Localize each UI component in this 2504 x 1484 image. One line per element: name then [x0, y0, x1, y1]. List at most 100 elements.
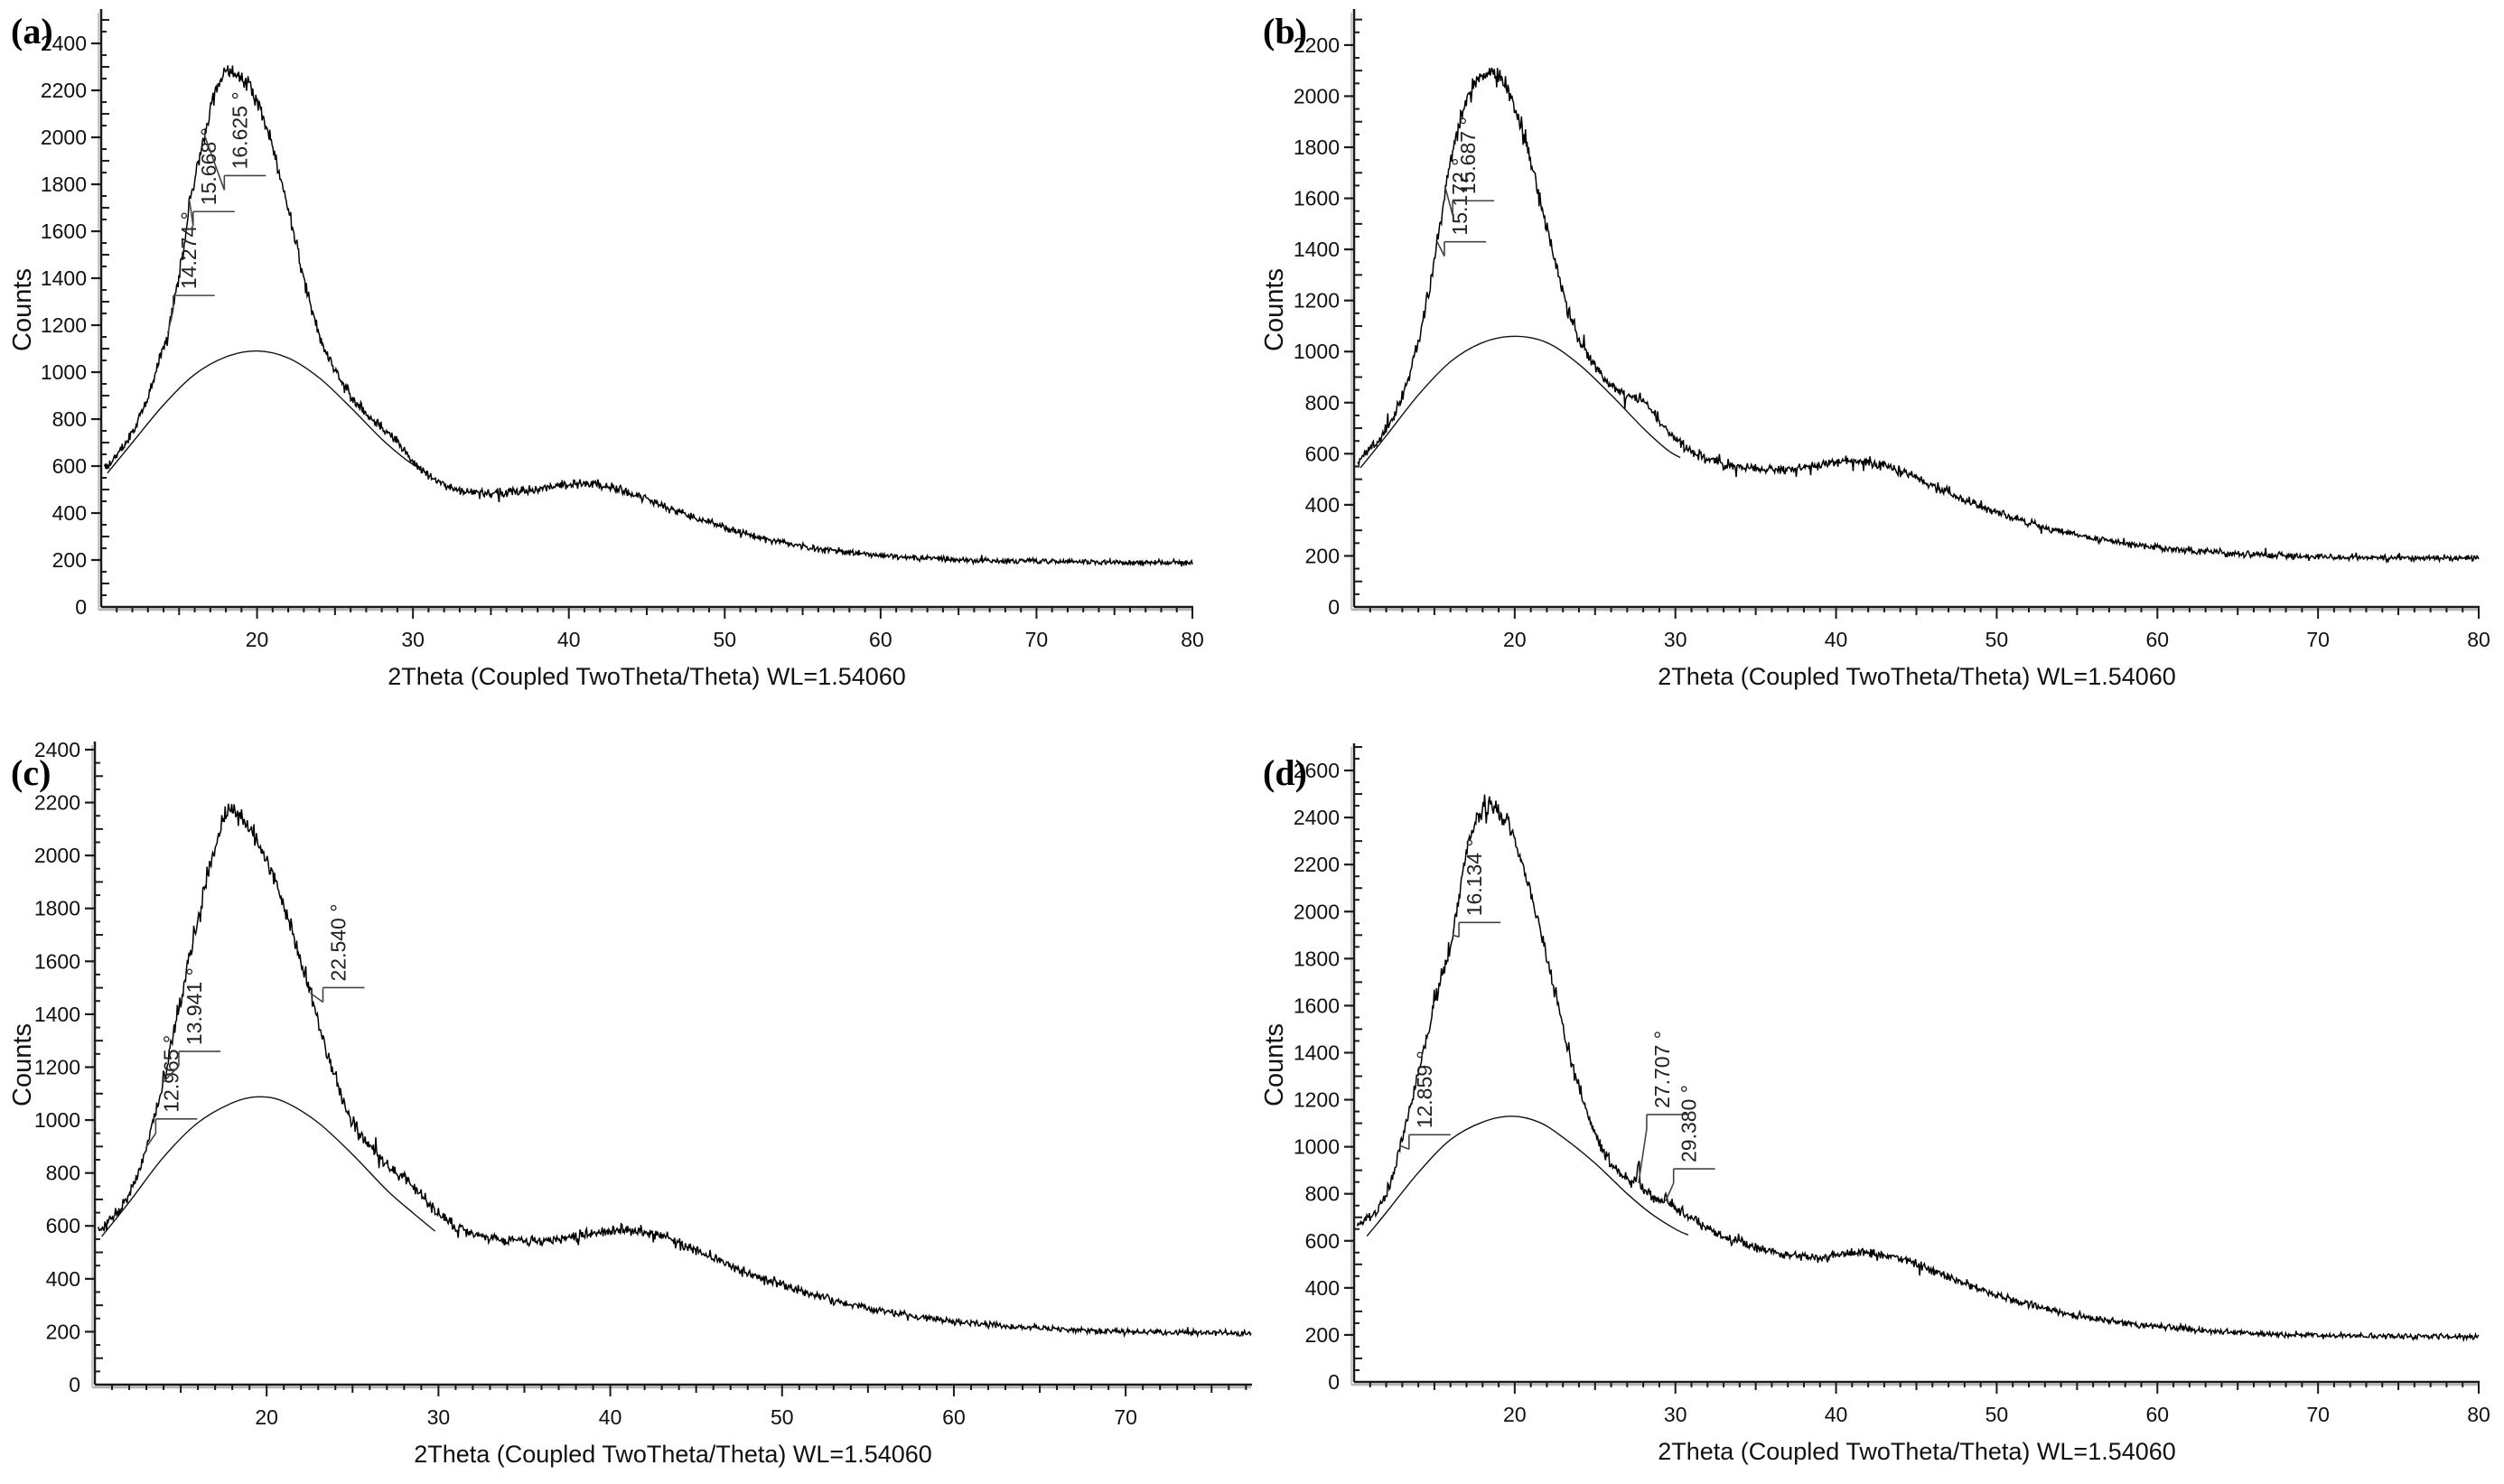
amorphous-background-curve: [1366, 1115, 1689, 1237]
x-tick-label: 50: [1985, 628, 2009, 651]
panel-letter: (a): [11, 11, 53, 51]
panel-c: 12.965 ° 13.941 ° 22.540 ° 20 30 40 50 60 70 0 200…: [0, 742, 1252, 1484]
y-tick-label: 1800: [41, 173, 87, 196]
x-tick-label: 40: [599, 1405, 622, 1429]
x-tick-label: 30: [427, 1405, 451, 1429]
y-tick-label: 1200: [1294, 289, 1340, 313]
y-tick-label: 2000: [1294, 84, 1340, 107]
y-tick-label: 1400: [1294, 238, 1340, 261]
x-tick-label: 80: [2467, 628, 2490, 651]
peak-annotation: 12.859 °: [1399, 1050, 1451, 1151]
y-tick-label: 600: [46, 1214, 80, 1237]
x-axis-title: 2Theta (Coupled TwoTheta/Theta) WL=1.540…: [414, 1441, 932, 1468]
y-axis-ticks: 0 200 400 600 800 1000 1200 1400 1600 1800 2000 220…: [1294, 746, 1362, 1394]
x-tick-label: 60: [869, 628, 892, 651]
x-axis-ticks: 20 30 40 50 60 70 80: [1369, 1382, 2490, 1426]
peak-annotation: 13.941 °: [162, 967, 220, 1084]
y-tick-label: 1000: [1294, 1135, 1340, 1159]
panel-letter: (c): [11, 752, 51, 793]
peak-annotations: 12.859 ° 16.134 ° 27.707 °29.380 °: [1399, 838, 1715, 1202]
y-tick-label: 2000: [41, 126, 87, 149]
peak-angle-label: 15.172 °: [1448, 158, 1472, 236]
x-tick-label: 40: [1825, 1403, 1848, 1426]
peak-annotation: 15.172 °: [1436, 158, 1486, 257]
peak-angle-label: 14.274 °: [177, 211, 201, 289]
x-tick-label: 70: [2306, 1403, 2330, 1426]
x-tick-label: 70: [2306, 628, 2330, 651]
y-tick-label: 200: [46, 1320, 80, 1343]
y-tick-label: 1600: [41, 219, 87, 243]
y-tick-label: 800: [1305, 391, 1340, 415]
peak-angle-label: 16.134 °: [1462, 838, 1486, 916]
peak-annotation: 29.380 °: [1664, 1085, 1715, 1202]
peak-angle-label: 15.687 °: [1456, 117, 1480, 194]
y-tick-label: 1400: [34, 1003, 80, 1026]
y-axis-ticks: 0 200 400 600 800 1000 1200 1400 1600 1800 2000 220…: [1294, 18, 1362, 619]
x-tick-label: 30: [1664, 1403, 1687, 1426]
x-tick-label: 30: [1664, 628, 1687, 651]
y-tick-label: 1600: [1294, 994, 1340, 1017]
x-tick-label: 80: [1181, 628, 1204, 651]
xrd-plot-c: 12.965 ° 13.941 °22.540 °20 30 40 50 60 700200…: [8, 742, 1252, 1468]
diffraction-trace: [1356, 794, 2480, 1343]
y-tick-label: 1400: [1294, 1041, 1340, 1064]
x-tick-label: 40: [1825, 628, 1848, 651]
y-tick-label: 1600: [1294, 187, 1340, 210]
panel-a: 14.274 ° 15.668 ° 16.625 ° 20 30 40 50 60 70 80 0 2…: [0, 0, 1252, 742]
xrd-plot-a: 14.274 °15.668 ° 16.625 °20 30 40 50 60 70 8002…: [8, 9, 1204, 690]
peak-annotation: 16.134 °: [1452, 838, 1501, 938]
peak-annotations: 14.274 ° 15.668 ° 16.625 °: [166, 91, 266, 334]
y-axis-title: Counts: [1260, 1023, 1289, 1106]
y-tick-label: 2200: [1294, 853, 1340, 876]
peak-annotation: 16.625 °: [203, 91, 266, 191]
peak-annotations: 12.965 ° 13.941 °22.540 °: [145, 904, 365, 1149]
y-tick-label: 1200: [1294, 1088, 1340, 1112]
y-tick-label: 200: [1305, 1323, 1340, 1347]
y-tick-label: 800: [52, 407, 87, 431]
peak-angle-label: 13.941 °: [182, 967, 206, 1045]
y-tick-label: 2400: [34, 742, 80, 761]
y-tick-label: 2000: [34, 844, 80, 867]
axis-shadow: [91, 745, 1251, 1389]
peak-angle-label: 12.859 °: [1413, 1050, 1436, 1128]
x-tick-label: 80: [2467, 1403, 2490, 1426]
axes: [99, 9, 1193, 609]
axis-shadow: [1350, 13, 2479, 611]
x-tick-label: 20: [255, 1405, 278, 1429]
diffraction-trace: [1357, 67, 2480, 565]
y-tick-label: 1200: [41, 313, 87, 337]
y-tick-label: 200: [1305, 544, 1340, 567]
y-tick-label: 1400: [41, 266, 87, 290]
peak-annotation: 15.687 °: [1444, 117, 1495, 216]
x-axis-title: 2Theta (Coupled TwoTheta/Theta) WL=1.540…: [1658, 663, 2176, 690]
y-tick-label: 400: [1305, 1276, 1340, 1300]
y-tick-label: 800: [1305, 1182, 1340, 1206]
peak-angle-label: 16.625 °: [228, 91, 251, 169]
y-tick-label: 400: [1305, 493, 1340, 517]
xrd-plot-d: 12.859 ° 16.134 ° 27.707 °29.380 ° 20 30 40 50…: [1260, 743, 2490, 1465]
x-tick-label: 20: [246, 628, 269, 651]
x-tick-label: 50: [713, 628, 736, 651]
x-tick-label: 60: [942, 1405, 966, 1429]
x-tick-label: 70: [1025, 628, 1049, 651]
y-tick-label: 0: [75, 595, 87, 619]
x-axis-title: 2Theta (Coupled TwoTheta/Theta) WL=1.540…: [388, 663, 906, 690]
y-tick-label: 2200: [1294, 33, 1340, 57]
peak-angle-label: 22.540 °: [327, 904, 350, 982]
x-tick-label: 50: [771, 1405, 794, 1429]
axis-shadow: [1350, 747, 2479, 1386]
y-tick-label: 1000: [41, 360, 87, 384]
y-tick-label: 1600: [34, 949, 80, 973]
x-tick-label: 20: [1503, 628, 1527, 651]
y-tick-label: 1800: [34, 897, 80, 920]
plot-root-c: 12.965 ° 13.941 °22.540 °20 30 40 50 60 700200…: [34, 742, 1252, 1429]
y-tick-label: 600: [52, 454, 87, 478]
peak-angle-label: 27.707 °: [1650, 1031, 1674, 1108]
x-axis-title: 2Theta (Coupled TwoTheta/Theta) WL=1.540…: [1658, 1438, 2176, 1465]
x-tick-label: 60: [2145, 628, 2169, 651]
axes: [1352, 9, 2480, 609]
diffraction-trace: [103, 65, 1193, 567]
x-axis-ticks: 20 30 40 50 60 70: [111, 1385, 1247, 1429]
y-axis-title: Counts: [8, 268, 37, 351]
